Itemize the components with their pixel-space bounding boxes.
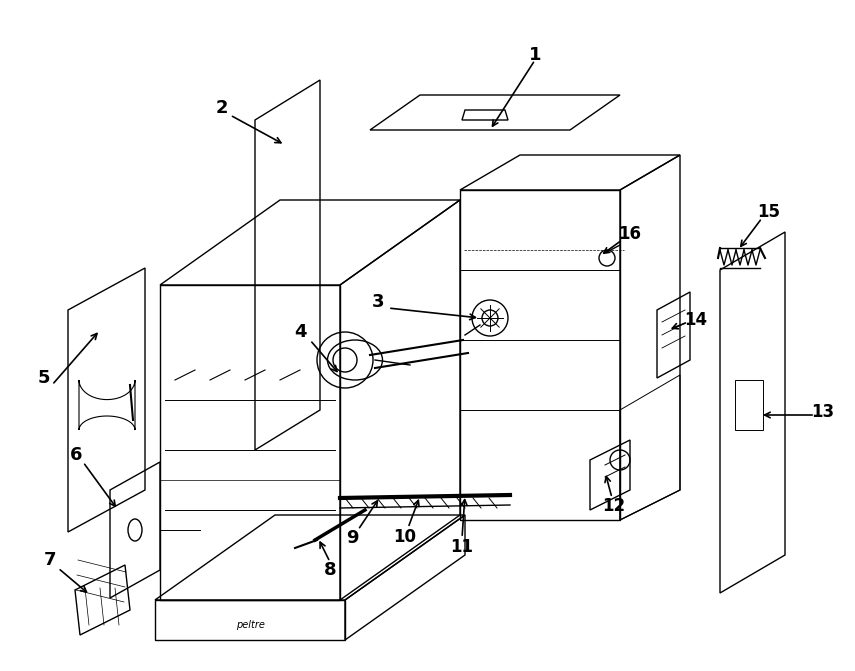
Text: 14: 14 [685,311,708,329]
Text: 15: 15 [758,203,781,221]
Text: 3: 3 [372,293,384,311]
Text: 4: 4 [294,323,306,341]
Bar [735,380,763,430]
Text: 7: 7 [44,551,56,569]
Text: 9: 9 [345,529,358,547]
Text: 12: 12 [603,497,626,515]
Text: 5: 5 [38,369,50,387]
Text: peltre: peltre [236,620,264,630]
Text: 6: 6 [70,446,82,464]
Text: 1: 1 [528,46,541,64]
Text: 16: 16 [618,225,641,243]
Text: 10: 10 [393,528,416,546]
Text: 11: 11 [451,538,474,556]
Text: 2: 2 [215,99,228,117]
Text: 8: 8 [324,561,336,579]
Text: 13: 13 [811,403,834,421]
